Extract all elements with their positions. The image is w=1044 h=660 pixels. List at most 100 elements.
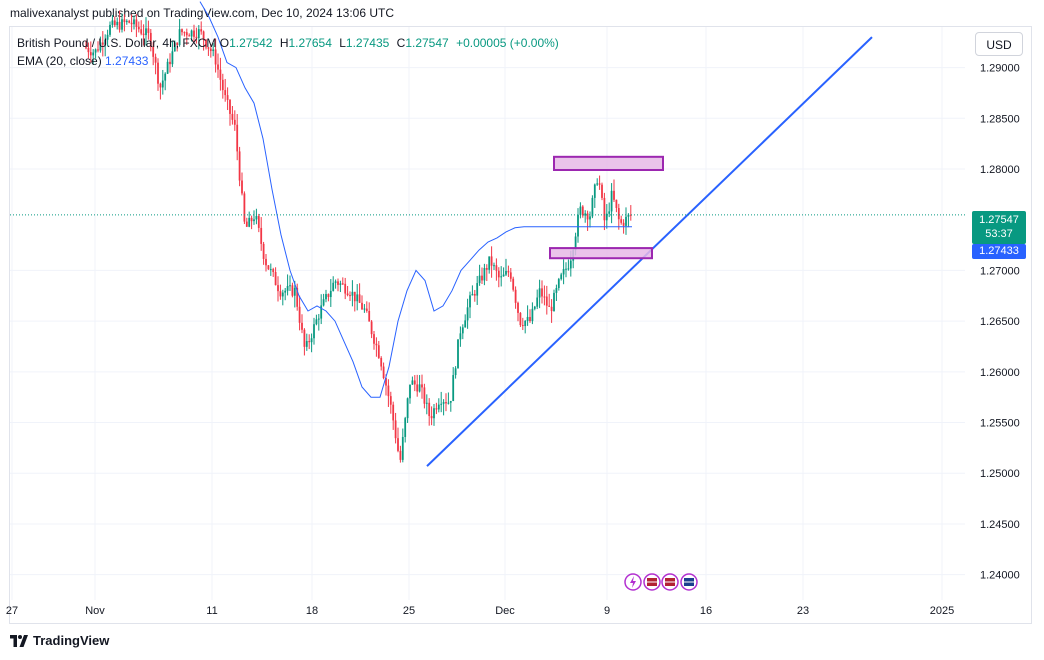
candle-body bbox=[447, 402, 450, 404]
brand-name: TradingView bbox=[33, 633, 110, 648]
lightning-event-icon[interactable] bbox=[624, 573, 642, 591]
candle-body bbox=[344, 283, 347, 294]
candle-body bbox=[620, 219, 623, 223]
candle-body bbox=[485, 268, 488, 270]
y-tick-label: 1.25000 bbox=[980, 468, 1020, 480]
candle-body bbox=[361, 302, 363, 310]
resistance-zone[interactable] bbox=[553, 155, 664, 171]
candle-body bbox=[245, 221, 248, 227]
candle-body bbox=[476, 283, 479, 296]
candle-body bbox=[433, 408, 435, 419]
candle-body bbox=[509, 272, 512, 279]
candle-body bbox=[490, 256, 493, 266]
candle-body bbox=[437, 404, 440, 410]
candle-body bbox=[452, 375, 455, 402]
candle-body bbox=[181, 29, 183, 33]
flag-event-icon[interactable] bbox=[661, 573, 679, 591]
candle-body bbox=[601, 184, 603, 198]
candle-body bbox=[495, 265, 498, 271]
flag-event-icon[interactable] bbox=[680, 573, 698, 591]
candle-body bbox=[358, 294, 361, 303]
ema-label[interactable]: EMA (20, close) bbox=[17, 54, 102, 68]
publish-line: malivexanalyst published on TradingView.… bbox=[10, 6, 394, 20]
candle-body bbox=[221, 79, 224, 91]
candle-body bbox=[238, 151, 241, 181]
candle-body bbox=[346, 293, 349, 296]
candle-body bbox=[339, 283, 342, 285]
y-tick-label: 1.27000 bbox=[980, 265, 1020, 277]
candle-body bbox=[517, 302, 519, 313]
candle-body bbox=[200, 29, 203, 32]
candle-body bbox=[243, 193, 246, 222]
candle-body bbox=[188, 35, 191, 37]
x-tick-label: 23 bbox=[797, 605, 809, 617]
candle-body bbox=[524, 320, 527, 327]
candle-body bbox=[385, 378, 387, 386]
candle-body bbox=[341, 283, 344, 285]
candle-body bbox=[296, 287, 299, 307]
candle-body bbox=[171, 51, 174, 65]
candle-body bbox=[529, 316, 531, 322]
candle-body bbox=[557, 279, 560, 289]
chart-legend: British Pound / U.S. Dollar, 4h, FXCM O1… bbox=[17, 34, 563, 70]
low-value: 1.27435 bbox=[345, 36, 390, 50]
candle-body bbox=[481, 275, 483, 281]
candle-body bbox=[565, 268, 567, 270]
candle-body bbox=[334, 281, 337, 283]
candle-body bbox=[109, 24, 111, 35]
candle-body bbox=[337, 281, 339, 285]
candle-body bbox=[176, 42, 179, 45]
candle-body bbox=[317, 318, 320, 320]
candle-body bbox=[548, 305, 551, 307]
currency-button[interactable]: USD bbox=[975, 32, 1023, 56]
candle-body bbox=[159, 83, 162, 88]
candle-body bbox=[274, 272, 277, 286]
flag-event-icon[interactable] bbox=[643, 573, 661, 591]
y-tick-label: 1.24000 bbox=[980, 570, 1020, 582]
candle-body bbox=[133, 19, 135, 25]
candle-body bbox=[629, 214, 632, 216]
candle-body bbox=[404, 418, 407, 437]
support-zone[interactable] bbox=[549, 247, 653, 260]
candle-body bbox=[142, 33, 145, 36]
candle-body bbox=[190, 30, 193, 37]
candle-body bbox=[265, 258, 267, 266]
open-label: O bbox=[219, 36, 230, 50]
candle-body bbox=[315, 319, 318, 325]
open-value: 1.27542 bbox=[229, 36, 273, 50]
legend-symbol-row: British Pound / U.S. Dollar, 4h, FXCM O1… bbox=[17, 34, 563, 52]
tradingview-footer[interactable]: TradingView bbox=[10, 633, 109, 648]
candle-body bbox=[291, 285, 294, 296]
symbol-name[interactable]: British Pound / U.S. Dollar, 4h, FXCM bbox=[17, 36, 217, 50]
candle-body bbox=[248, 217, 251, 227]
candle-body bbox=[135, 19, 138, 27]
candle-body bbox=[545, 296, 548, 306]
candle-body bbox=[289, 285, 291, 287]
candle-body bbox=[363, 308, 366, 310]
candle-body bbox=[121, 19, 123, 30]
x-tick-label: 16 bbox=[700, 605, 712, 617]
candle-body bbox=[483, 268, 486, 281]
candle-body bbox=[236, 124, 239, 152]
candle-body bbox=[202, 31, 205, 40]
candle-body bbox=[536, 297, 539, 307]
candle-body bbox=[250, 217, 253, 222]
candle-body bbox=[457, 339, 459, 369]
candle-body bbox=[589, 216, 591, 220]
candle-body bbox=[512, 278, 515, 290]
candle-body bbox=[195, 36, 198, 39]
candle-body bbox=[493, 265, 495, 267]
candle-body bbox=[217, 64, 219, 70]
candle-body bbox=[500, 276, 503, 278]
candle-body bbox=[197, 29, 200, 39]
candle-body bbox=[497, 270, 500, 278]
y-tick-label: 1.25500 bbox=[980, 418, 1020, 430]
candle-body bbox=[313, 324, 315, 339]
chart-frame[interactable] bbox=[9, 26, 1032, 624]
candle-body bbox=[577, 214, 579, 237]
candle-body bbox=[550, 306, 553, 312]
legend-ema-row: EMA (20, close) 1.27433 bbox=[17, 52, 563, 70]
candle-body bbox=[464, 320, 467, 328]
x-tick-label: Dec bbox=[495, 605, 515, 617]
